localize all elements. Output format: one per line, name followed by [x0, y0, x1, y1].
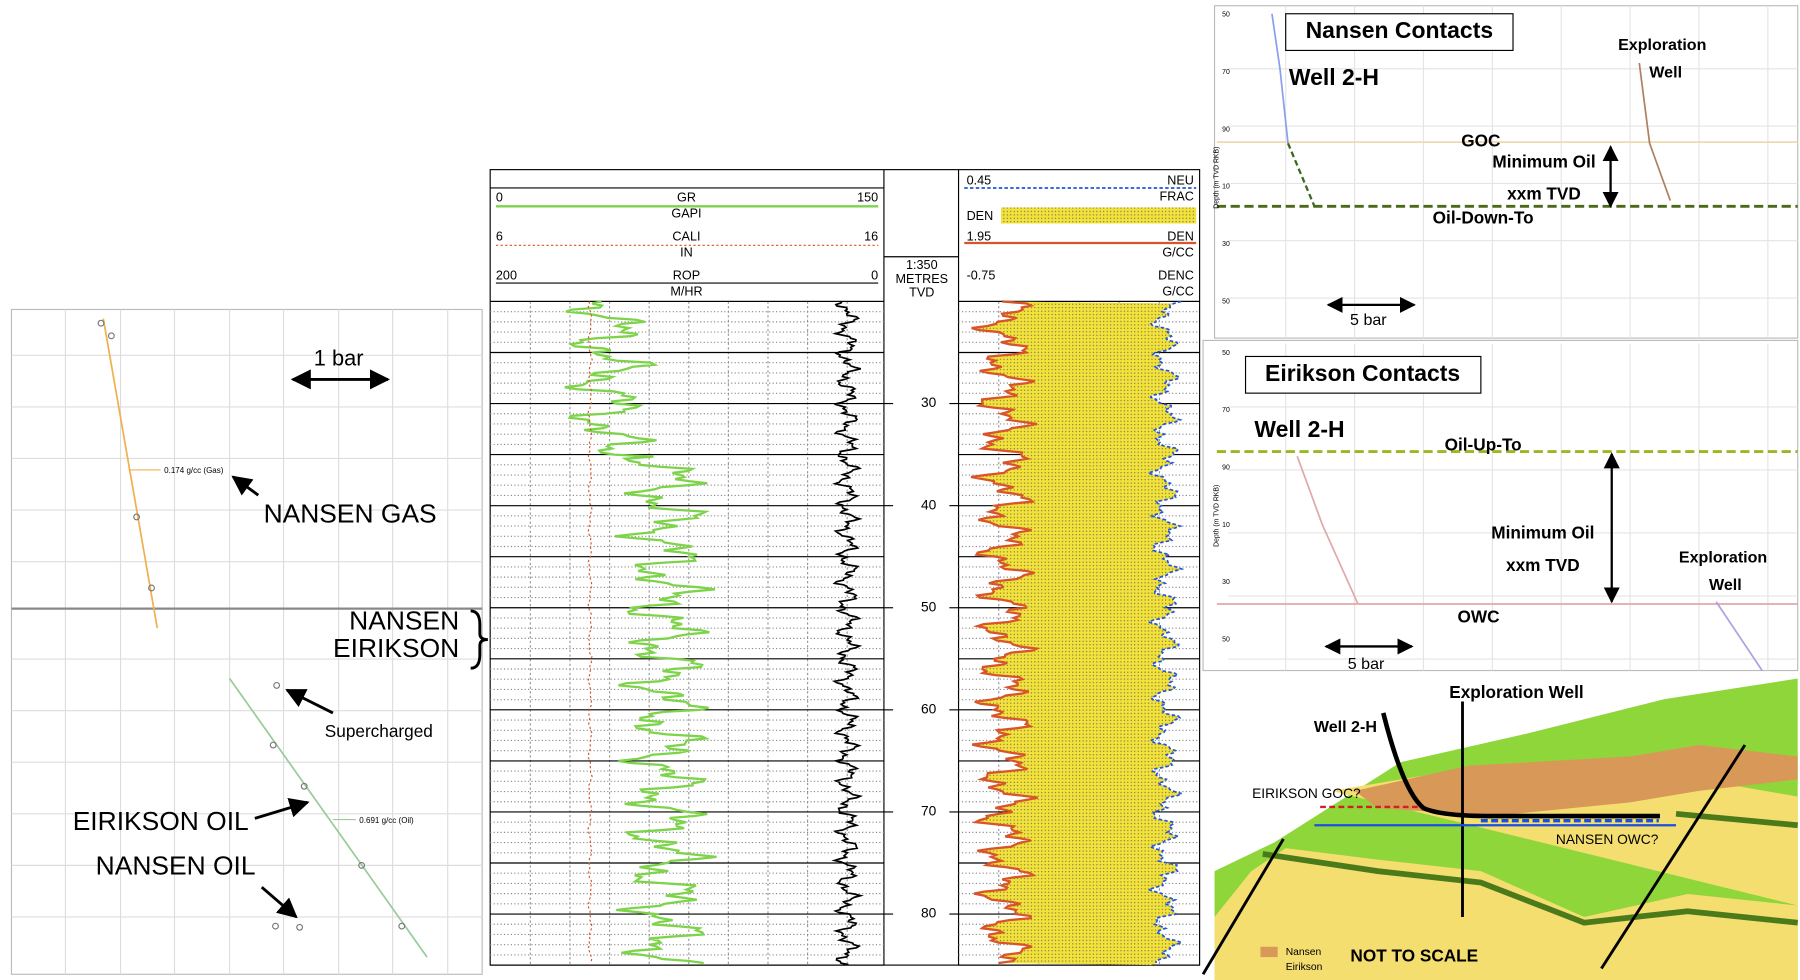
label: 80: [921, 906, 937, 921]
pressure-panel: [10, 308, 483, 975]
label: 6: [496, 230, 503, 244]
label: 0.691 g/cc (Oil): [359, 816, 414, 825]
label: 50: [921, 599, 937, 614]
label: DEN: [967, 209, 994, 223]
arrows: [231, 369, 488, 919]
label: NANSEN GAS: [264, 499, 437, 529]
label: 70: [1222, 69, 1230, 76]
label: M/HR: [670, 285, 702, 299]
label: 10: [1222, 184, 1230, 191]
label: OWC: [1458, 606, 1500, 626]
label: Eirikson Contacts: [1265, 360, 1460, 386]
label: GAPI: [671, 207, 701, 221]
label: 200: [496, 269, 517, 283]
label: GOC: [1461, 131, 1500, 151]
label: Well: [1709, 576, 1742, 594]
label: Well 2-H: [1314, 718, 1377, 736]
label: DEN: [1167, 230, 1194, 244]
den-fill: [971, 301, 1182, 966]
label: TVD: [909, 286, 934, 300]
label: 10: [1222, 522, 1230, 529]
label: 1:350: [906, 258, 938, 272]
label: 150: [857, 191, 878, 205]
label: EIRIKSON OIL: [73, 806, 249, 836]
label: 90: [1222, 126, 1230, 133]
label: Depth (m TVD RKB): [1214, 147, 1221, 209]
label: Exploration Well: [1449, 682, 1583, 702]
label: 5 bar: [1348, 655, 1385, 673]
label: 60: [921, 701, 937, 716]
label: EIRIKSON GOC?: [1252, 786, 1361, 801]
label: Well 2-H: [1289, 64, 1379, 90]
label: 70: [921, 804, 937, 819]
label: 1 bar: [314, 346, 364, 371]
label: Minimum Oil: [1491, 523, 1594, 543]
label: Oil-Down-To: [1433, 207, 1534, 227]
label: 0.45: [967, 173, 992, 187]
label: ROP: [673, 269, 700, 283]
label: -0.75: [967, 269, 996, 283]
label: IN: [680, 246, 693, 260]
label: DENC: [1158, 269, 1194, 283]
label: 30: [921, 395, 937, 410]
eirikson-contacts-panel: [1202, 339, 1799, 672]
label: GR: [677, 191, 696, 205]
label: Nansen: [1286, 947, 1322, 958]
label: 30: [1222, 579, 1230, 586]
label: 90: [1222, 464, 1230, 471]
label: NANSEN OWC?: [1556, 832, 1659, 847]
label: xxm TVD: [1506, 555, 1580, 575]
label: NOT TO SCALE: [1350, 946, 1478, 966]
label: Exploration: [1618, 36, 1706, 54]
label: Minimum Oil: [1492, 151, 1595, 171]
label: 0.174 g/cc (Gas): [164, 466, 224, 475]
label: Exploration: [1679, 548, 1767, 566]
label: Supercharged: [325, 721, 433, 741]
label: G/CC: [1162, 246, 1194, 260]
cross-section: [1201, 678, 1799, 980]
label: CALI: [672, 230, 700, 244]
label: Nansen Contacts: [1306, 17, 1494, 43]
label: 70: [1222, 407, 1230, 414]
label: METRES: [896, 272, 949, 286]
label: 50: [1222, 350, 1230, 357]
label: 50: [1222, 636, 1230, 643]
label: EIRIKSON: [333, 633, 459, 663]
label: Oil-Up-To: [1445, 434, 1522, 454]
well-log: [489, 169, 1201, 966]
label: NEU: [1167, 173, 1194, 187]
label: 50: [1222, 12, 1230, 19]
label: 16: [864, 230, 878, 244]
label: NANSEN: [349, 605, 459, 635]
label: Depth (m TVD RKB): [1214, 485, 1221, 547]
neu-curve: [1145, 300, 1185, 964]
label: NANSEN OIL: [96, 851, 256, 881]
den-curve: [970, 300, 1041, 965]
label: 50: [1222, 298, 1230, 305]
label: 30: [1222, 241, 1230, 248]
label: G/CC: [1162, 285, 1194, 299]
label: FRAC: [1160, 189, 1194, 203]
cali-curve: [587, 301, 593, 964]
rop-curve: [831, 301, 864, 966]
label: Well 2-H: [1254, 416, 1344, 442]
label: 5 bar: [1350, 311, 1387, 329]
label: Eirikson: [1286, 962, 1323, 973]
nansen-contacts-panel: [1213, 5, 1799, 339]
label: Well: [1649, 64, 1682, 82]
label: 40: [921, 497, 937, 512]
gr-curve: [564, 300, 717, 965]
label: 0: [496, 191, 503, 205]
label: xxm TVD: [1507, 183, 1581, 203]
label: 1.95: [967, 230, 992, 244]
label: 0: [871, 269, 878, 283]
